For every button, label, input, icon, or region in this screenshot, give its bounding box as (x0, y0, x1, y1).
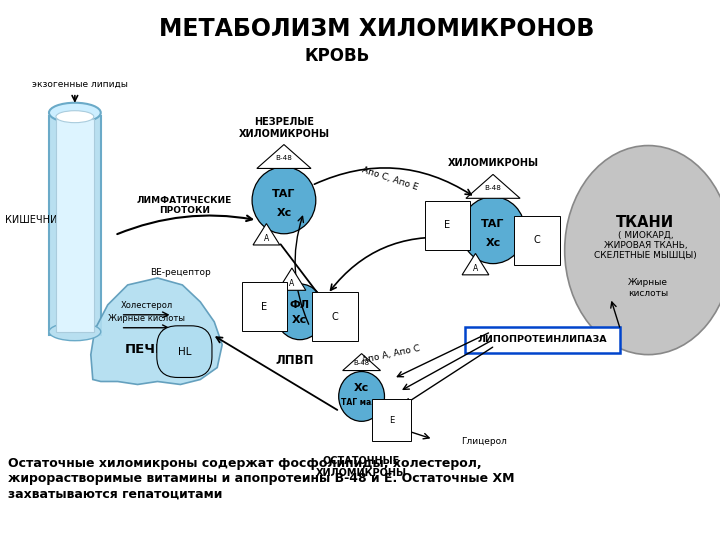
Ellipse shape (275, 284, 325, 340)
Text: ТАГ: ТАГ (482, 219, 505, 229)
Polygon shape (343, 354, 380, 370)
Text: ЛИПОПРОТЕИНЛИПАЗА: ЛИПОПРОТЕИНЛИПАЗА (478, 335, 608, 344)
Ellipse shape (338, 372, 384, 421)
Text: ВЕ-рецептор: ВЕ-рецептор (150, 268, 211, 277)
Text: A: A (473, 264, 478, 273)
Polygon shape (278, 268, 306, 291)
Polygon shape (257, 145, 311, 168)
Text: В-48: В-48 (276, 156, 292, 161)
Text: A: A (264, 234, 269, 243)
Text: C: C (534, 235, 540, 245)
Text: Хс: Хс (292, 315, 307, 325)
Text: ФЛ: ФЛ (290, 300, 310, 310)
Text: НЕЗРЕЛЫЕ
ХИЛОМИКРОНЫ: НЕЗРЕЛЫЕ ХИЛОМИКРОНЫ (238, 117, 330, 139)
Text: ТАГ: ТАГ (272, 189, 296, 199)
Text: E: E (444, 220, 450, 230)
Polygon shape (91, 278, 222, 384)
Text: Глицерол: Глицерол (461, 437, 507, 445)
Ellipse shape (49, 103, 101, 123)
Text: ( МИОКАРД,
ЖИРОВАЯ ТКАНЬ,
СКЕЛЕТНЫЕ МЫШЦЫ): ( МИОКАРД, ЖИРОВАЯ ТКАНЬ, СКЕЛЕТНЫЕ МЫШЦ… (594, 230, 697, 260)
Text: В-48: В-48 (354, 360, 369, 366)
Text: ТКАНИ: ТКАНИ (616, 215, 675, 230)
Polygon shape (462, 253, 489, 275)
Text: A: A (289, 279, 294, 288)
Text: Остаточные хиломикроны содержат фосфолипиды, холестерол,
жирорастворимые витамин: Остаточные хиломикроны содержат фосфолип… (8, 457, 515, 500)
Text: Холестерол: Холестерол (120, 301, 173, 310)
Ellipse shape (461, 197, 525, 264)
Text: E: E (261, 302, 267, 312)
Ellipse shape (56, 111, 94, 123)
Text: ТАГ мало: ТАГ мало (341, 398, 382, 407)
Text: КРОВЬ: КРОВЬ (304, 47, 369, 65)
Text: Хс: Хс (276, 208, 292, 218)
Text: ПЕЧЕНЬ: ПЕЧЕНЬ (125, 343, 186, 356)
Text: ХИЛОМИКРОНЫ: ХИЛОМИКРОНЫ (448, 158, 539, 168)
Text: МЕТАБОЛИЗМ ХИЛОМИКРОНОВ: МЕТАБОЛИЗМ ХИЛОМИКРОНОВ (159, 17, 594, 41)
Ellipse shape (252, 167, 316, 234)
Ellipse shape (49, 323, 101, 341)
Text: КИШЕЧНИК: КИШЕЧНИК (6, 215, 65, 225)
Text: Апо C, Апо E: Апо C, Апо E (360, 165, 418, 192)
Polygon shape (466, 174, 520, 198)
Polygon shape (49, 116, 101, 335)
Text: Жирные кислоты: Жирные кислоты (108, 314, 185, 323)
Polygon shape (253, 224, 280, 245)
FancyBboxPatch shape (465, 327, 621, 353)
Text: ЛПВП: ЛПВП (276, 354, 314, 367)
Polygon shape (56, 119, 94, 332)
Ellipse shape (564, 146, 720, 355)
Text: HL: HL (178, 347, 191, 356)
Text: ОСТАТОЧНЫЕ
ХИЛОМИКРОНЫ: ОСТАТОЧНЫЕ ХИЛОМИКРОНЫ (316, 456, 407, 478)
Text: экзогенные липиды: экзогенные липиды (32, 80, 127, 89)
Text: ЛИМФАТИЧЕСКИЕ
ПРОТОКИ: ЛИМФАТИЧЕСКИЕ ПРОТОКИ (137, 196, 232, 215)
Text: В-48: В-48 (485, 185, 501, 191)
Text: C: C (331, 312, 338, 322)
Text: Хс: Хс (354, 383, 369, 394)
Text: Хс: Хс (485, 238, 500, 248)
Text: Апо А, Апо C: Апо А, Апо C (361, 344, 421, 365)
Text: E: E (389, 416, 394, 425)
Text: Жирные
кислоты: Жирные кислоты (629, 278, 668, 298)
